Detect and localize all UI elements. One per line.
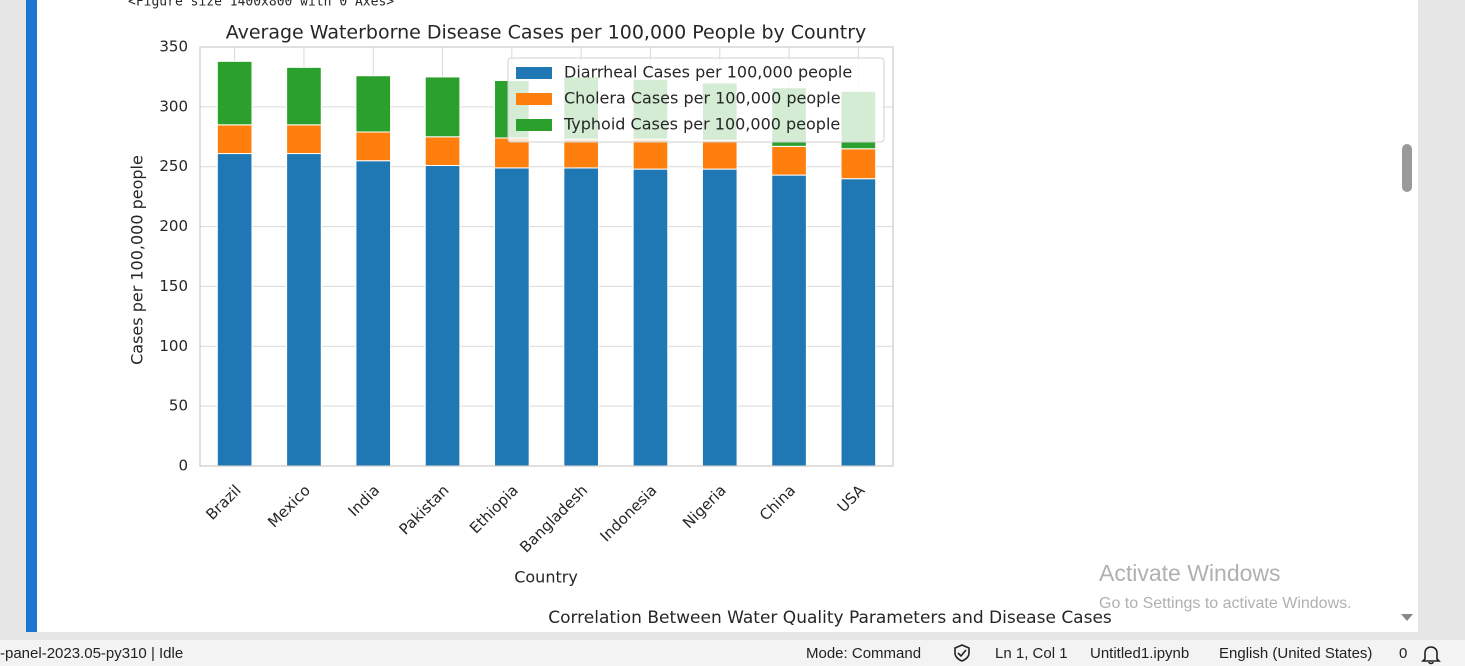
bar-segment bbox=[632, 138, 669, 170]
x-tick-label: Brazil bbox=[202, 481, 244, 523]
x-tick-label: Nigeria bbox=[679, 481, 730, 532]
chart: <Figure size 1400x800 with 0 Axes> Avera… bbox=[128, 0, 1413, 628]
bell-icon[interactable] bbox=[1420, 643, 1442, 665]
x-tick-label: Ethiopia bbox=[466, 481, 522, 537]
legend-label: Diarrheal Cases per 100,000 people bbox=[564, 63, 852, 82]
bar-segment bbox=[840, 148, 877, 180]
legend-label: Cholera Cases per 100,000 people bbox=[564, 89, 841, 108]
next-figure-title: Correlation Between Water Quality Parame… bbox=[548, 608, 1112, 628]
kernel-status[interactable]: -panel-2023.05-py310 | Idle bbox=[0, 645, 184, 662]
bar-segment bbox=[632, 168, 669, 467]
y-axis-label: Cases per 100,000 people bbox=[128, 155, 147, 365]
bar-segment bbox=[355, 75, 392, 133]
legend-box bbox=[507, 57, 885, 143]
chart-title: Average Waterborne Disease Cases per 100… bbox=[226, 22, 867, 44]
x-tick-label: Bangladesh bbox=[516, 481, 591, 556]
shield-icon[interactable] bbox=[953, 644, 971, 662]
bar-segment bbox=[494, 167, 530, 467]
bar-segment bbox=[286, 66, 322, 126]
bar-segment bbox=[563, 167, 599, 467]
bar-segment bbox=[701, 168, 738, 467]
watermark-subtitle: Go to Settings to activate Windows. bbox=[1099, 595, 1352, 612]
axes-frame bbox=[199, 46, 894, 467]
watermark-title: Activate Windows bbox=[1099, 560, 1281, 586]
language[interactable]: English (United States) bbox=[1219, 645, 1373, 662]
y-tick-label: 250 bbox=[159, 157, 188, 175]
y-tick-label: 200 bbox=[159, 217, 188, 235]
cursor-position[interactable]: Ln 1, Col 1 bbox=[995, 645, 1068, 662]
x-tick-label: USA bbox=[834, 481, 869, 516]
bar-segment bbox=[216, 124, 253, 155]
legend-swatch bbox=[516, 93, 552, 105]
y-tick-label: 350 bbox=[159, 38, 188, 56]
y-tick-label: 0 bbox=[178, 457, 188, 475]
file-name[interactable]: Untitled1.ipynb bbox=[1090, 645, 1190, 662]
bar-segment bbox=[424, 76, 461, 138]
legend: Diarrheal Cases per 100,000 people Choler… bbox=[507, 57, 885, 143]
bar-segment bbox=[216, 60, 253, 126]
y-tick-label: 50 bbox=[169, 397, 188, 415]
y-tick-label: 100 bbox=[159, 337, 188, 355]
bar-segment bbox=[771, 145, 807, 176]
bar-segment bbox=[563, 138, 599, 169]
x-tick-label: Indonesia bbox=[596, 481, 660, 545]
notification-count[interactable]: 0 bbox=[1399, 645, 1408, 662]
mode[interactable]: Mode: Command bbox=[806, 645, 922, 662]
bar-segment bbox=[286, 153, 322, 467]
bar-segment bbox=[424, 136, 461, 167]
bar-segment bbox=[840, 178, 877, 467]
cell-marker bbox=[26, 0, 37, 632]
legend-swatch bbox=[516, 119, 552, 131]
x-tick-label: India bbox=[345, 481, 384, 520]
bar-segment bbox=[286, 124, 322, 155]
legend-swatch bbox=[516, 67, 552, 79]
bar-segment bbox=[216, 153, 253, 467]
bar-segment bbox=[355, 131, 392, 162]
bar-segment bbox=[771, 174, 807, 467]
x-tick-label: China bbox=[756, 481, 799, 524]
x-axis-label: Country bbox=[514, 568, 578, 587]
bar-segment bbox=[424, 165, 461, 467]
legend-label: Typhoid Cases per 100,000 people bbox=[563, 115, 840, 134]
output-header: <Figure size 1400x800 with 0 Axes> bbox=[128, 0, 394, 10]
scroll-down-arrow[interactable] bbox=[1401, 614, 1413, 621]
x-tick-label: Mexico bbox=[264, 481, 314, 531]
bar-segment bbox=[355, 160, 392, 467]
x-tick-label: Pakistan bbox=[395, 481, 452, 538]
bar-segment bbox=[494, 137, 530, 169]
bar-segment bbox=[701, 139, 738, 170]
status-bar: -panel-2023.05-py310 | Idle Mode: Comman… bbox=[0, 640, 1465, 666]
y-tick-label: 300 bbox=[159, 97, 188, 115]
y-tick-label: 150 bbox=[159, 277, 188, 295]
scrollbar-thumb[interactable] bbox=[1402, 144, 1412, 192]
